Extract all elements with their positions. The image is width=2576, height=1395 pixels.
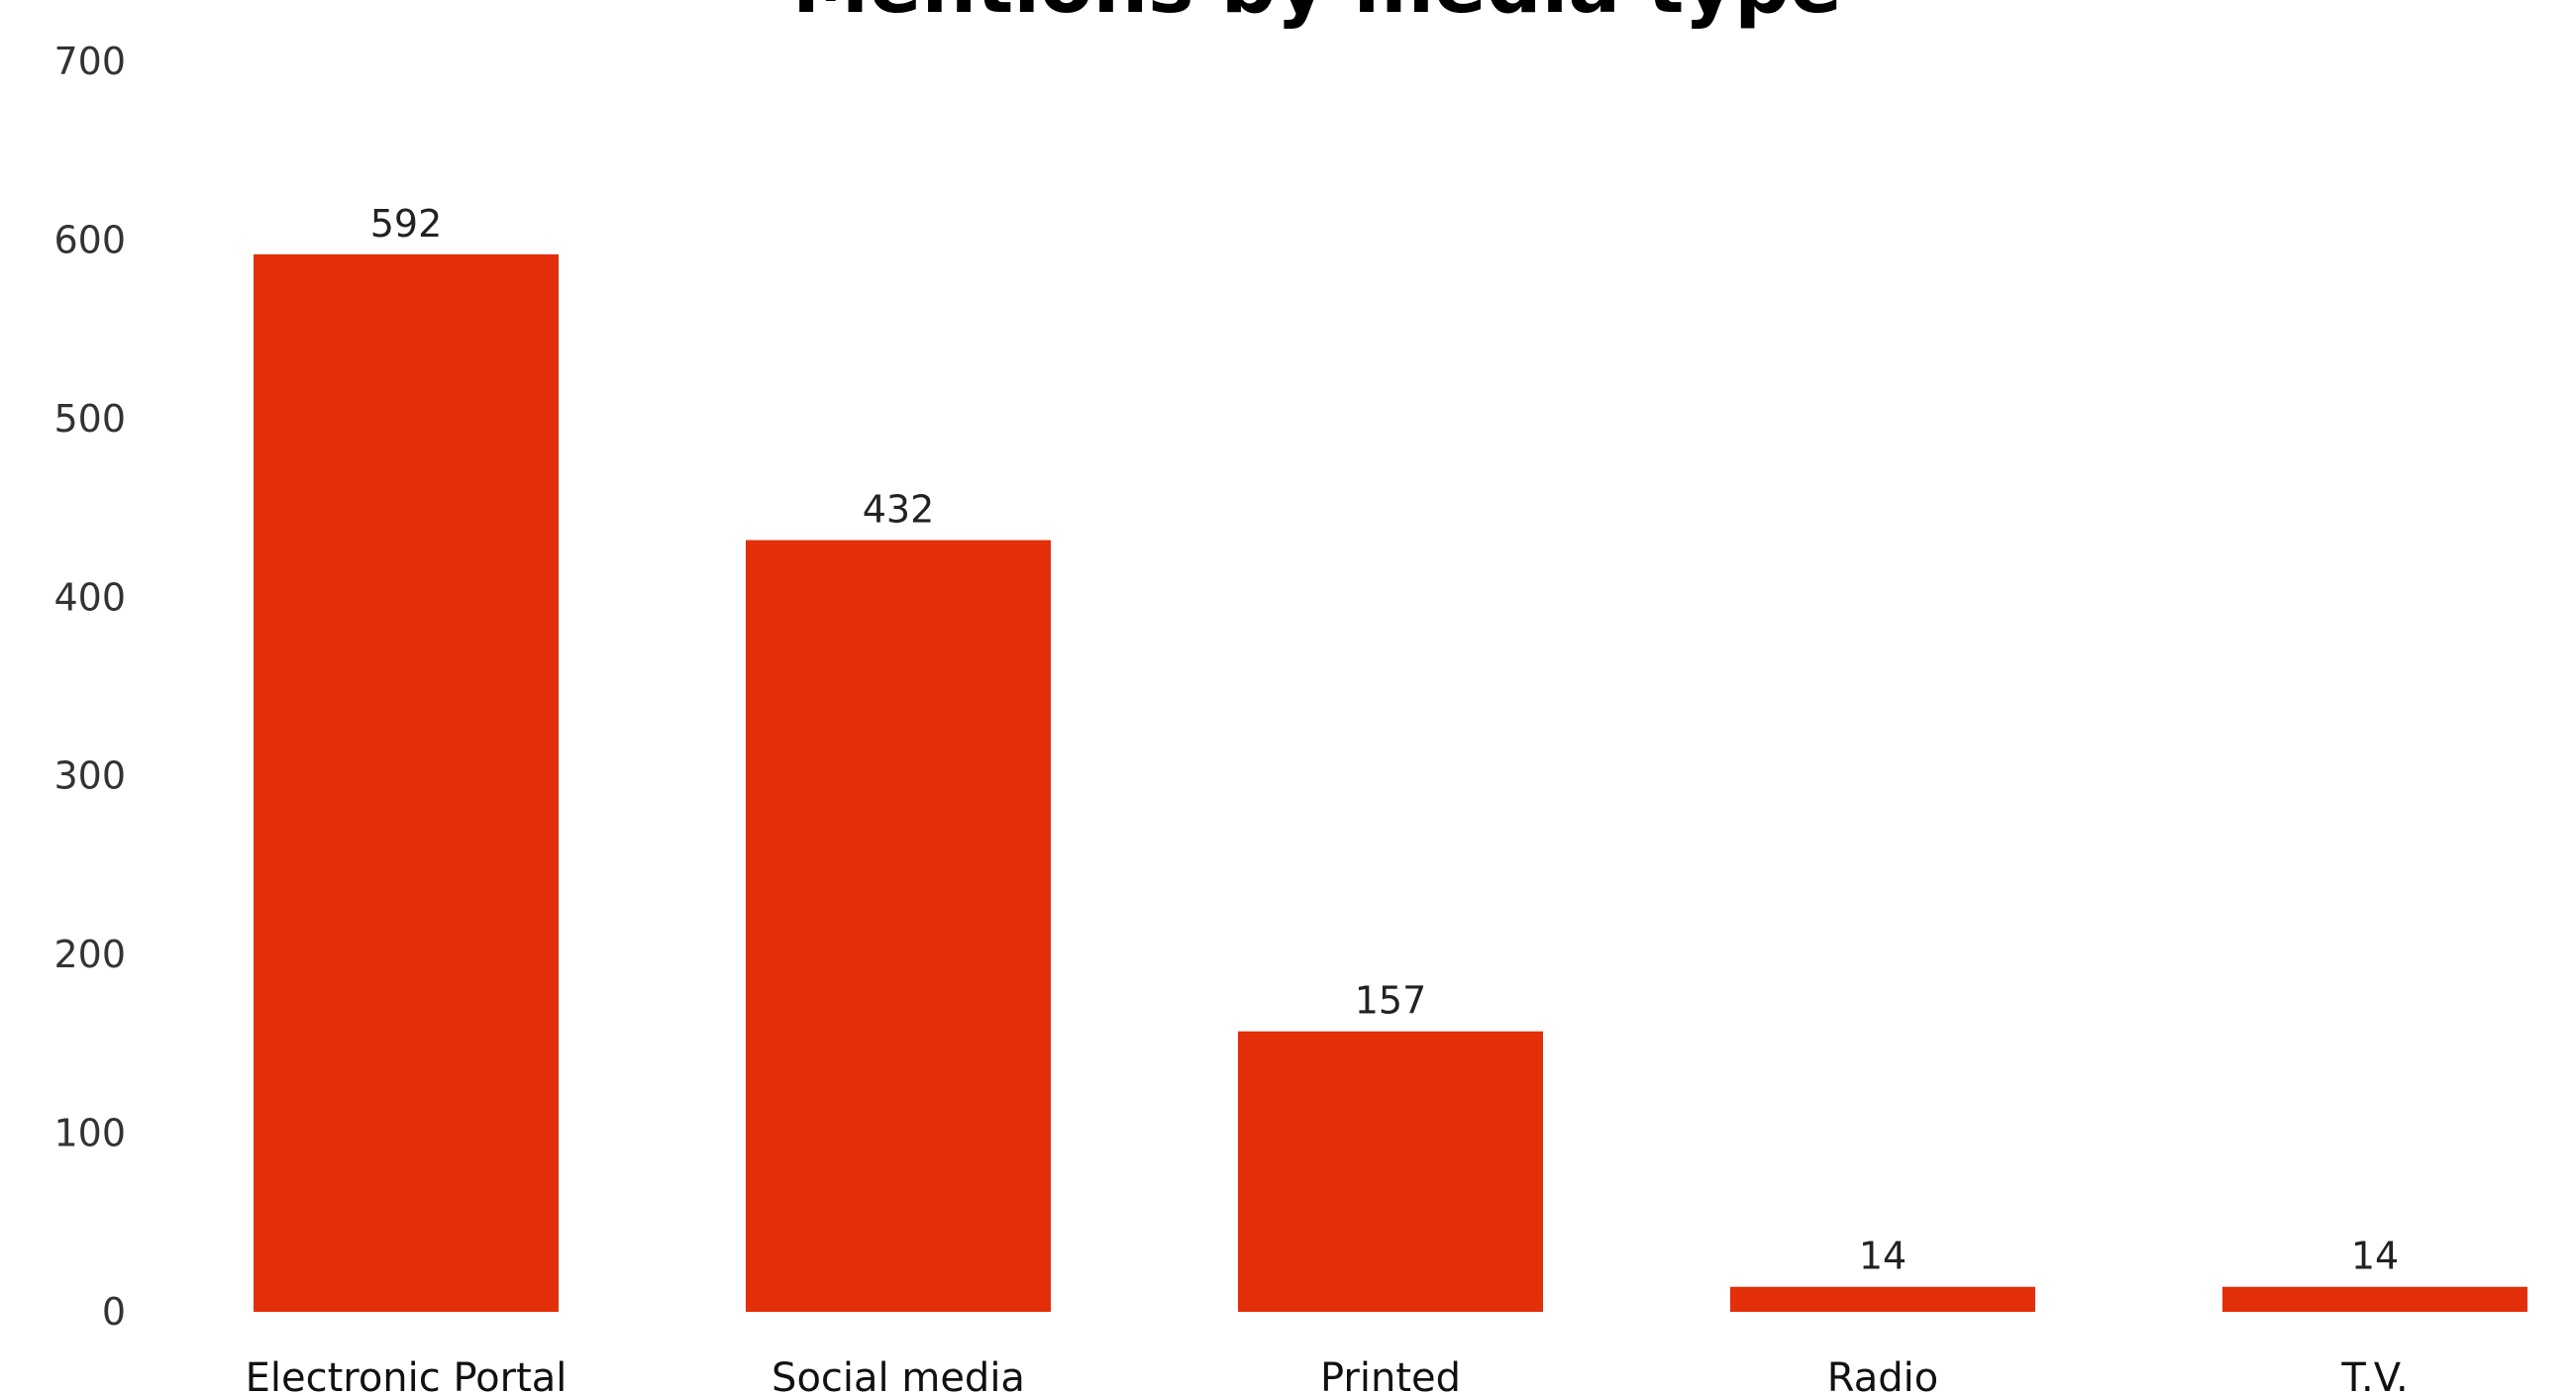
x-tick-label: Printed (1320, 1355, 1461, 1395)
y-tick-label: 500 (53, 397, 126, 441)
y-tick-label: 700 (53, 40, 126, 83)
bar (1238, 1031, 1543, 1312)
x-tick-label: Social media (772, 1355, 1025, 1395)
x-tick-label: Electronic Portal (246, 1355, 567, 1395)
y-tick-label: 0 (102, 1290, 126, 1334)
bar-value-label: 592 (370, 202, 443, 246)
y-tick-label: 600 (53, 218, 126, 261)
y-tick-label: 200 (53, 933, 126, 976)
y-tick-label: 100 (53, 1112, 126, 1155)
data-labels: 592 432 157 14 14 (370, 202, 2399, 1278)
x-axis: Electronic Portal Social media Printed Radi… (246, 1355, 2409, 1395)
y-axis: 0 100 200 300 400 500 600 700 (53, 40, 126, 1334)
y-tick-label: 400 (53, 575, 126, 619)
x-tick-label: T.V. (2340, 1355, 2408, 1395)
x-tick-label: Radio (1827, 1355, 1938, 1395)
bar-value-label: 157 (1355, 979, 1427, 1023)
bar-value-label: 14 (2351, 1235, 2399, 1278)
bar (2222, 1286, 2527, 1312)
bar (254, 253, 559, 1313)
chart-title: Mentions by media type (792, 0, 1842, 31)
bar-value-label: 432 (863, 488, 935, 532)
bar (746, 540, 1051, 1312)
bars (254, 253, 2527, 1313)
bar-value-label: 14 (1859, 1235, 1906, 1278)
y-tick-label: 300 (53, 754, 126, 798)
bar (1730, 1286, 2035, 1312)
